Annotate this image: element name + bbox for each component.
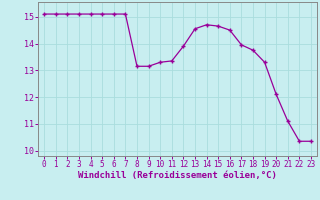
- X-axis label: Windchill (Refroidissement éolien,°C): Windchill (Refroidissement éolien,°C): [78, 171, 277, 180]
